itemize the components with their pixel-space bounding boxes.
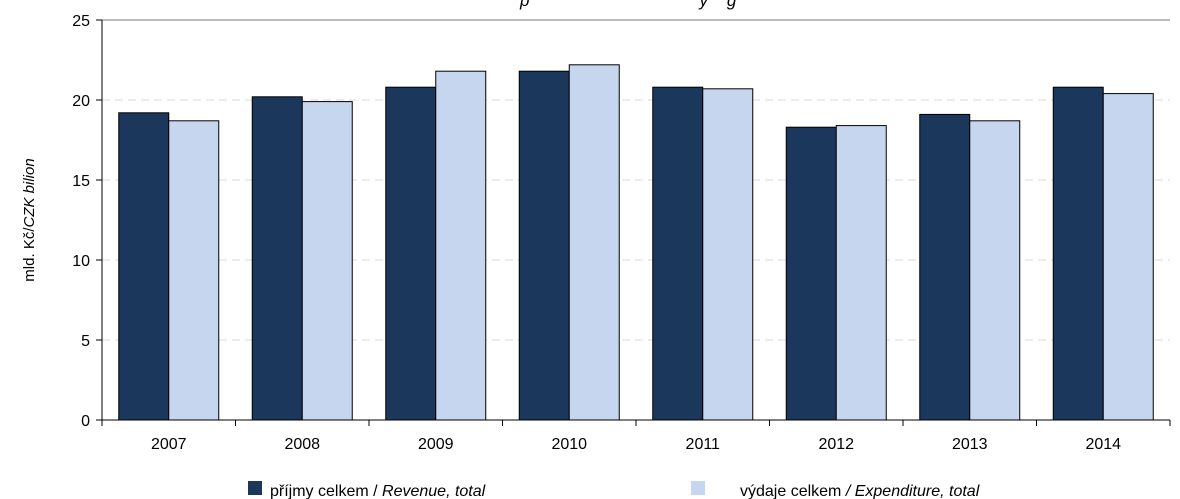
bar-revenue (385, 86, 437, 421)
tick-labels: 0 5 10 15 20 25 2007 2008 2009 2010 2011 2012 2013 20… (72, 13, 1121, 453)
y-tick-label: 0 (81, 413, 90, 430)
bar-revenue (785, 126, 837, 421)
bar-expenditure (1102, 93, 1154, 421)
legend-label-expenditure: výdaje celkem / Expenditure, total (740, 483, 980, 499)
legend-label-revenue-plain: příjmy celkem / (270, 483, 382, 499)
legend-label-expenditure-italic: / Expenditure, total (845, 483, 980, 499)
x-tick-label: 2009 (418, 436, 454, 453)
y-tick-label: 5 (81, 333, 90, 350)
y-tick-label: 10 (72, 253, 90, 270)
bar-revenue (251, 96, 303, 421)
legend: příjmy celkem / Revenue, total výdaje ce… (248, 481, 980, 499)
bar-expenditure (702, 88, 754, 421)
bar-revenue (118, 112, 170, 421)
y-tick-label: 25 (72, 13, 90, 30)
x-tick-label: 2008 (284, 436, 320, 453)
legend-swatch-expenditure (691, 481, 705, 495)
chart-title-fragment: p y g (519, 0, 737, 10)
bar-revenue (1052, 86, 1104, 421)
bar-revenue (919, 113, 971, 421)
x-tick-label: 2013 (952, 436, 988, 453)
y-axis-title-plain: mld. Kč/ (21, 227, 38, 282)
x-tick-label: 2012 (818, 436, 854, 453)
x-tick-label: 2011 (686, 436, 721, 453)
legend-label-revenue-italic: Revenue, total (382, 483, 486, 499)
y-axis-title-italic: CZK bilion (21, 158, 38, 227)
legend-label-expenditure-plain: výdaje celkem (740, 483, 846, 499)
bar-expenditure (168, 120, 220, 421)
bar-revenue (652, 86, 704, 421)
legend-label-revenue: příjmy celkem / Revenue, total (270, 483, 486, 499)
axes (96, 19, 1171, 426)
bar-expenditure (435, 70, 487, 421)
x-tick-label: 2010 (551, 436, 587, 453)
y-axis-title: mld. Kč/CZK bilion (21, 158, 38, 281)
y-tick-label: 15 (72, 173, 90, 190)
x-tick-label: 2007 (151, 436, 187, 453)
bar-expenditure (301, 101, 353, 421)
y-tick-label: 20 (72, 93, 90, 110)
bar-revenue (518, 70, 570, 421)
bar-expenditure (835, 125, 887, 421)
bar-expenditure (969, 120, 1021, 421)
bars (118, 64, 1154, 421)
x-tick-label: 2014 (1085, 436, 1121, 453)
legend-swatch-revenue (248, 481, 262, 495)
bar-expenditure (568, 64, 620, 421)
